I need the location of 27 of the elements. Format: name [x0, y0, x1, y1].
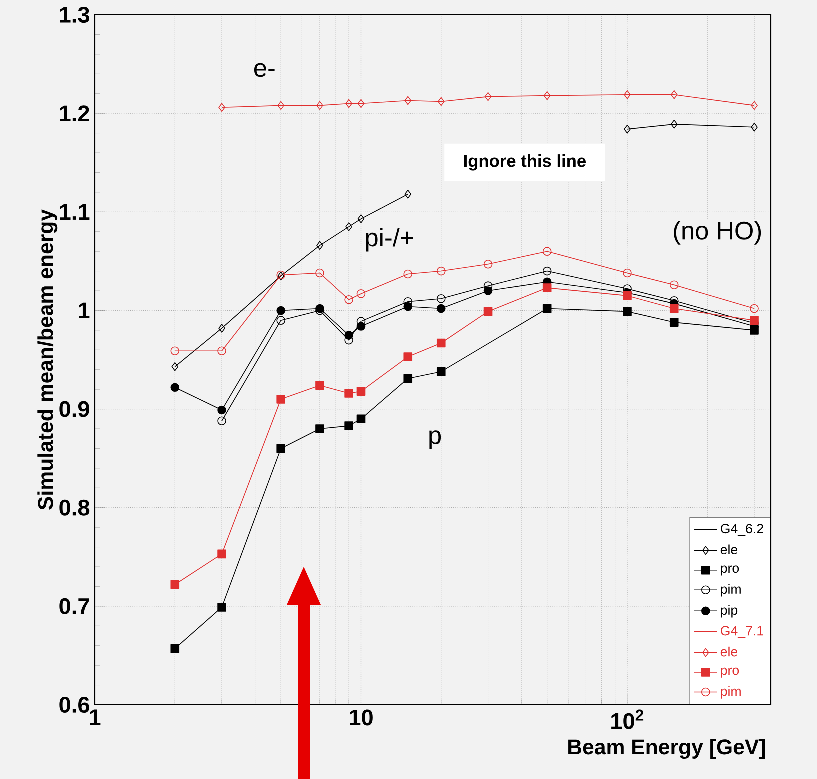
- annotation: pi-/+: [366, 228, 414, 252]
- x-tick-label: 10: [350, 710, 373, 726]
- annotation: G4_6.2: [721, 524, 764, 536]
- annotation: e-: [254, 63, 275, 78]
- y-tick-label: 1.1: [60, 204, 90, 220]
- x-axis-title: Beam Energy [GeV]: [568, 739, 766, 760]
- legend-label: pip: [721, 605, 738, 618]
- legend-label: pim: [721, 686, 741, 699]
- y-tick-label: 0.8: [60, 500, 90, 516]
- y-tick-label: 0.9: [60, 401, 90, 418]
- x-tick-label: 10$^{2}$: [612, 710, 644, 730]
- y-axis-title: Simulated mean/beam energy: [38, 210, 58, 510]
- y-tick-label: 0.7: [60, 598, 90, 614]
- legend-label: pro: [721, 668, 740, 678]
- annotation: (no HO): [674, 221, 762, 245]
- legend-label: pro: [721, 566, 740, 576]
- y-tick-label: 1.2: [60, 106, 90, 122]
- legend-label: ele: [720, 646, 738, 657]
- annotation: G4_7.1: [721, 626, 764, 638]
- x-tick-label: 1: [90, 710, 101, 726]
- y-tick-label: 1: [79, 302, 90, 319]
- legend-label: pim: [721, 584, 741, 597]
- annotation: Ignore this line: [464, 154, 586, 171]
- annotation: p: [430, 430, 442, 450]
- y-tick-label: 1.3: [60, 6, 90, 24]
- y-tick-label: 0.6: [60, 696, 90, 714]
- legend-label: ele: [720, 544, 738, 555]
